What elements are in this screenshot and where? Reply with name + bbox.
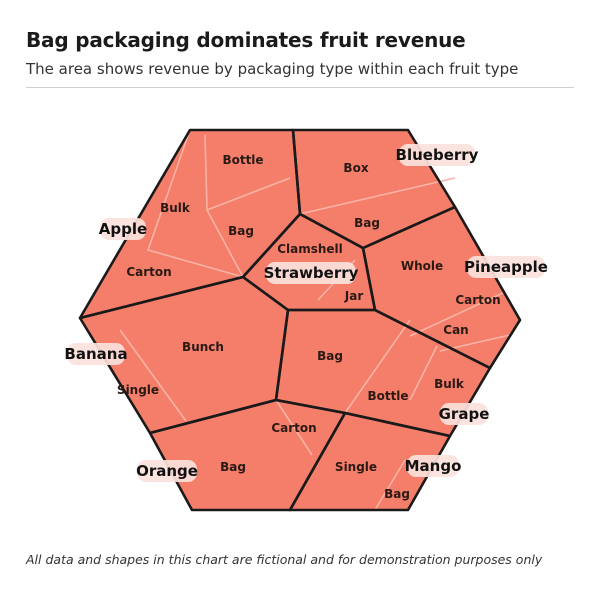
group-label-text-mango: Mango	[405, 457, 462, 475]
group-border-pineapple	[361, 205, 522, 370]
group-cell-banana[interactable]	[80, 277, 288, 433]
group-label-pill-grape	[440, 403, 488, 425]
leaf-label-orange-bag: Bag	[220, 460, 246, 474]
title-divider	[26, 87, 574, 88]
chart-title: Bag packaging dominates fruit revenue	[26, 28, 466, 52]
footnote: All data and shapes in this chart are fi…	[26, 552, 543, 567]
leaf-border-apple-2	[206, 209, 244, 278]
leaf-border-banana-0	[119, 329, 187, 422]
leaf-label-banana-bunch: Bunch	[182, 340, 224, 354]
group-label-text-orange: Orange	[136, 462, 198, 480]
group-label-text-grape: Grape	[439, 405, 490, 423]
group-label-blueberry: Blueberry	[396, 144, 479, 166]
leaf-border-blueberry-0	[299, 177, 456, 215]
leaf-label-blueberry-bag: Bag	[354, 216, 380, 230]
leaf-label-grape-bulk: Bulk	[434, 377, 465, 391]
leaf-border-pineapple-0	[409, 291, 506, 337]
leaf-label-grape-bottle: Bottle	[367, 389, 408, 403]
leaf-border-orange-0	[275, 399, 313, 456]
group-label-banana: Banana	[64, 343, 128, 365]
group-cell-pineapple[interactable]	[363, 207, 520, 368]
leaf-label-banana-single: Single	[117, 383, 159, 397]
chart-subtitle: The area shows revenue by packaging type…	[26, 60, 519, 78]
group-label-text-apple: Apple	[99, 220, 147, 238]
leaf-label-strawberry-clamshell: Clamshell	[277, 242, 343, 256]
group-label-apple: Apple	[99, 218, 147, 240]
group-label-pill-apple	[100, 218, 146, 240]
group-border-mango	[288, 411, 452, 512]
group-label-pill-banana	[67, 343, 125, 365]
group-label-pill-orange	[137, 460, 197, 482]
leaf-label-mango-bag: Bag	[384, 487, 410, 501]
group-label-text-blueberry: Blueberry	[396, 146, 479, 164]
group-label-pill-mango	[407, 455, 459, 477]
leaf-border-grape-1	[409, 345, 438, 401]
leaf-border-grape-0	[344, 319, 411, 414]
leaf-border-apple-0	[204, 134, 208, 211]
leaf-border-apple-1	[206, 177, 291, 211]
leaf-border-apple-3	[146, 129, 244, 278]
group-label-pineapple: Pineapple	[464, 256, 548, 278]
group-label-text-banana: Banana	[64, 345, 127, 363]
group-label-mango: Mango	[405, 455, 462, 477]
leaf-label-strawberry-jar: Jar	[344, 289, 364, 303]
group-label-text-pineapple: Pineapple	[464, 258, 548, 276]
group-cell-orange[interactable]	[150, 400, 345, 510]
group-cell-apple[interactable]	[80, 130, 300, 318]
leaf-label-pineapple-carton: Carton	[455, 293, 500, 307]
group-label-orange: Orange	[136, 460, 198, 482]
group-label-text-strawberry: Strawberry	[264, 264, 359, 282]
leaf-label-mango-single: Single	[335, 460, 377, 474]
leaf-label-apple-bag: Bag	[228, 224, 254, 238]
group-label-pill-pineapple	[467, 256, 545, 278]
group-label-pill-strawberry	[266, 262, 356, 284]
group-label-pill-blueberry	[399, 144, 475, 166]
leaf-border-mango-0	[374, 459, 406, 511]
leaf-label-grape-bag: Bag	[317, 349, 343, 363]
leaf-label-apple-bottle: Bottle	[222, 153, 263, 167]
leaf-label-pineapple-whole: Whole	[401, 259, 443, 273]
group-label-strawberry: Strawberry	[264, 262, 359, 284]
leaf-label-apple-carton: Carton	[126, 265, 171, 279]
leaf-label-orange-carton: Carton	[271, 421, 316, 435]
group-label-grape: Grape	[439, 403, 490, 425]
leaf-label-blueberry-box: Box	[343, 161, 368, 175]
leaf-label-apple-bulk: Bulk	[160, 201, 191, 215]
group-cell-mango[interactable]	[290, 413, 450, 510]
leaf-label-pineapple-can: Can	[443, 323, 468, 337]
